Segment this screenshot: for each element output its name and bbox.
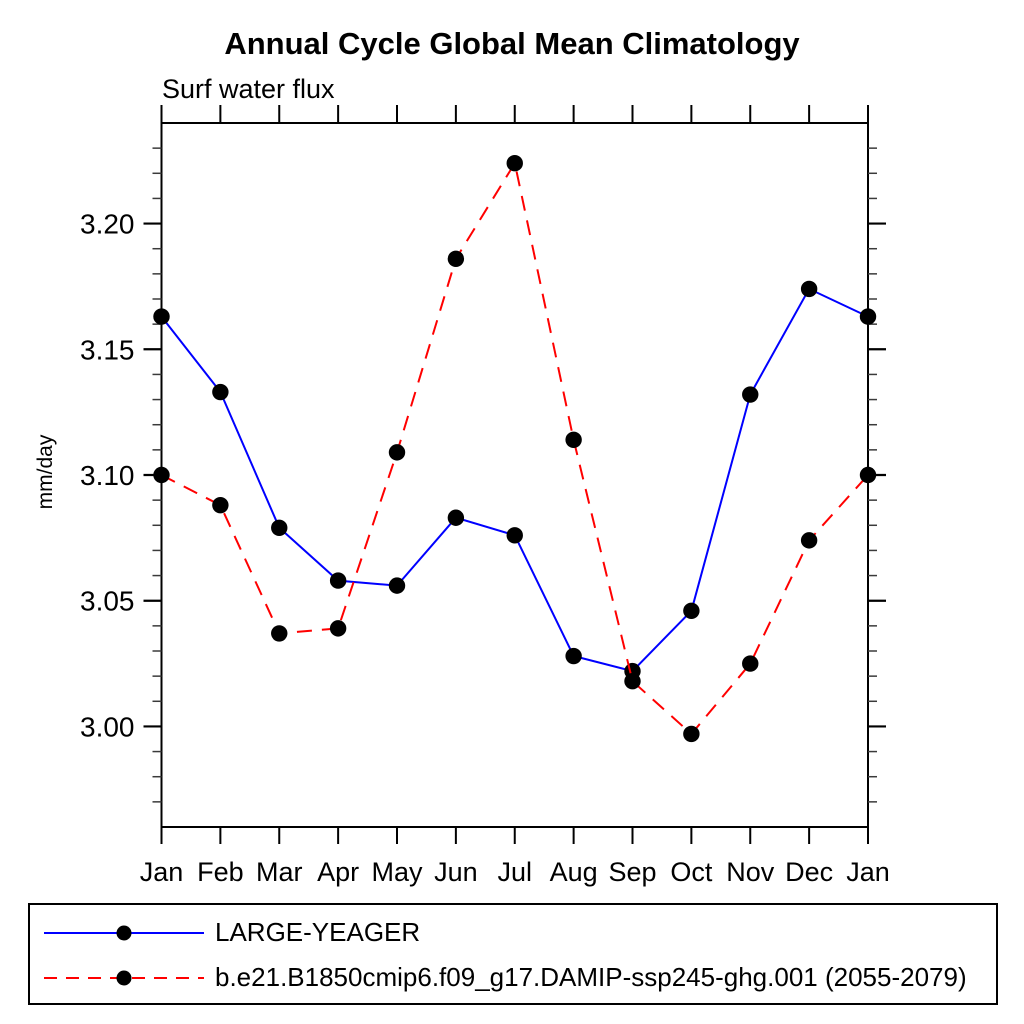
x-tick-label: Jul	[497, 857, 532, 887]
series-1	[153, 155, 877, 743]
x-tick-label: Oct	[670, 857, 713, 887]
x-tick-label: Dec	[785, 857, 833, 887]
y-tick-label: 3.00	[80, 711, 135, 742]
data-point-marker	[859, 466, 877, 484]
chart-title: Annual Cycle Global Mean Climatology	[224, 26, 800, 61]
data-point-marker	[329, 572, 347, 589]
y-tick-label: 3.15	[80, 334, 135, 365]
x-axis-ticks: Jan Feb Mar Apr May Jun Jul Aug Sep Oct Nov Dec Jan	[140, 105, 890, 887]
data-point-marker	[153, 308, 170, 325]
x-tick-label: Jan	[140, 857, 184, 887]
data-point-marker	[800, 532, 818, 549]
legend-marker-dot	[116, 925, 132, 940]
legend-rows: LARGE-YEAGER b.e21.B1850cmip6.f09_g17.DAM…	[40, 910, 996, 1000]
data-point-marker	[271, 519, 288, 536]
data-point-marker	[565, 431, 582, 448]
legend-label: b.e21.B1850cmip6.f09_g17.DAMIP-ssp245-gh…	[215, 962, 967, 992]
data-point-marker	[683, 602, 700, 619]
legend: LARGE-YEAGER b.e21.B1850cmip6.f09_g17.DAM…	[28, 903, 998, 1005]
data-point-marker	[506, 527, 523, 544]
data-point-marker	[742, 655, 759, 672]
y-tick-label: 3.20	[80, 209, 135, 240]
data-point-marker	[800, 280, 818, 298]
data-point-marker	[624, 672, 641, 690]
data-point-marker	[683, 725, 700, 743]
x-tick-label: Nov	[726, 857, 775, 887]
x-tick-label: Jan	[846, 857, 890, 887]
legend-label: LARGE-YEAGER	[215, 917, 421, 947]
legend-item-0: LARGE-YEAGER	[40, 910, 996, 955]
data-point-marker	[859, 308, 877, 325]
x-tick-label: Sep	[608, 857, 656, 887]
data-point-marker	[212, 496, 229, 514]
series-0	[153, 280, 877, 680]
chart-subtitle: Surf water flux	[162, 74, 335, 104]
x-tick-label: Mar	[256, 857, 303, 887]
data-point-marker	[212, 383, 229, 401]
data-point-marker	[388, 444, 406, 461]
y-tick-label: 3.05	[80, 586, 135, 617]
data-point-marker	[271, 625, 288, 642]
data-point-marker	[447, 509, 465, 526]
series-line-0	[160, 287, 869, 673]
legend-marker-dot	[116, 970, 132, 985]
x-tick-label: May	[371, 857, 423, 887]
data-point-marker	[329, 620, 347, 637]
x-tick-label: Aug	[550, 857, 598, 887]
y-tick-label: 3.10	[80, 460, 135, 491]
data-point-marker	[506, 155, 523, 172]
data-point-marker	[447, 250, 465, 267]
data-point-marker	[388, 577, 406, 594]
data-point-marker	[153, 466, 170, 484]
plot-frame	[160, 122, 869, 828]
y-axis-ticks: 3.00 3.05 3.10 3.15 3.20	[80, 147, 886, 803]
legend-item-1: b.e21.B1850cmip6.f09_g17.DAMIP-ssp245-gh…	[40, 955, 996, 1000]
data-point-marker	[565, 647, 582, 665]
x-tick-label: Jun	[434, 857, 478, 887]
data-point-marker	[742, 386, 759, 403]
x-tick-label: Apr	[317, 857, 359, 887]
series-line-1	[161, 160, 869, 736]
legend-line-sample	[44, 925, 204, 940]
legend-line-sample	[44, 970, 204, 985]
x-tick-label: Feb	[197, 857, 244, 887]
